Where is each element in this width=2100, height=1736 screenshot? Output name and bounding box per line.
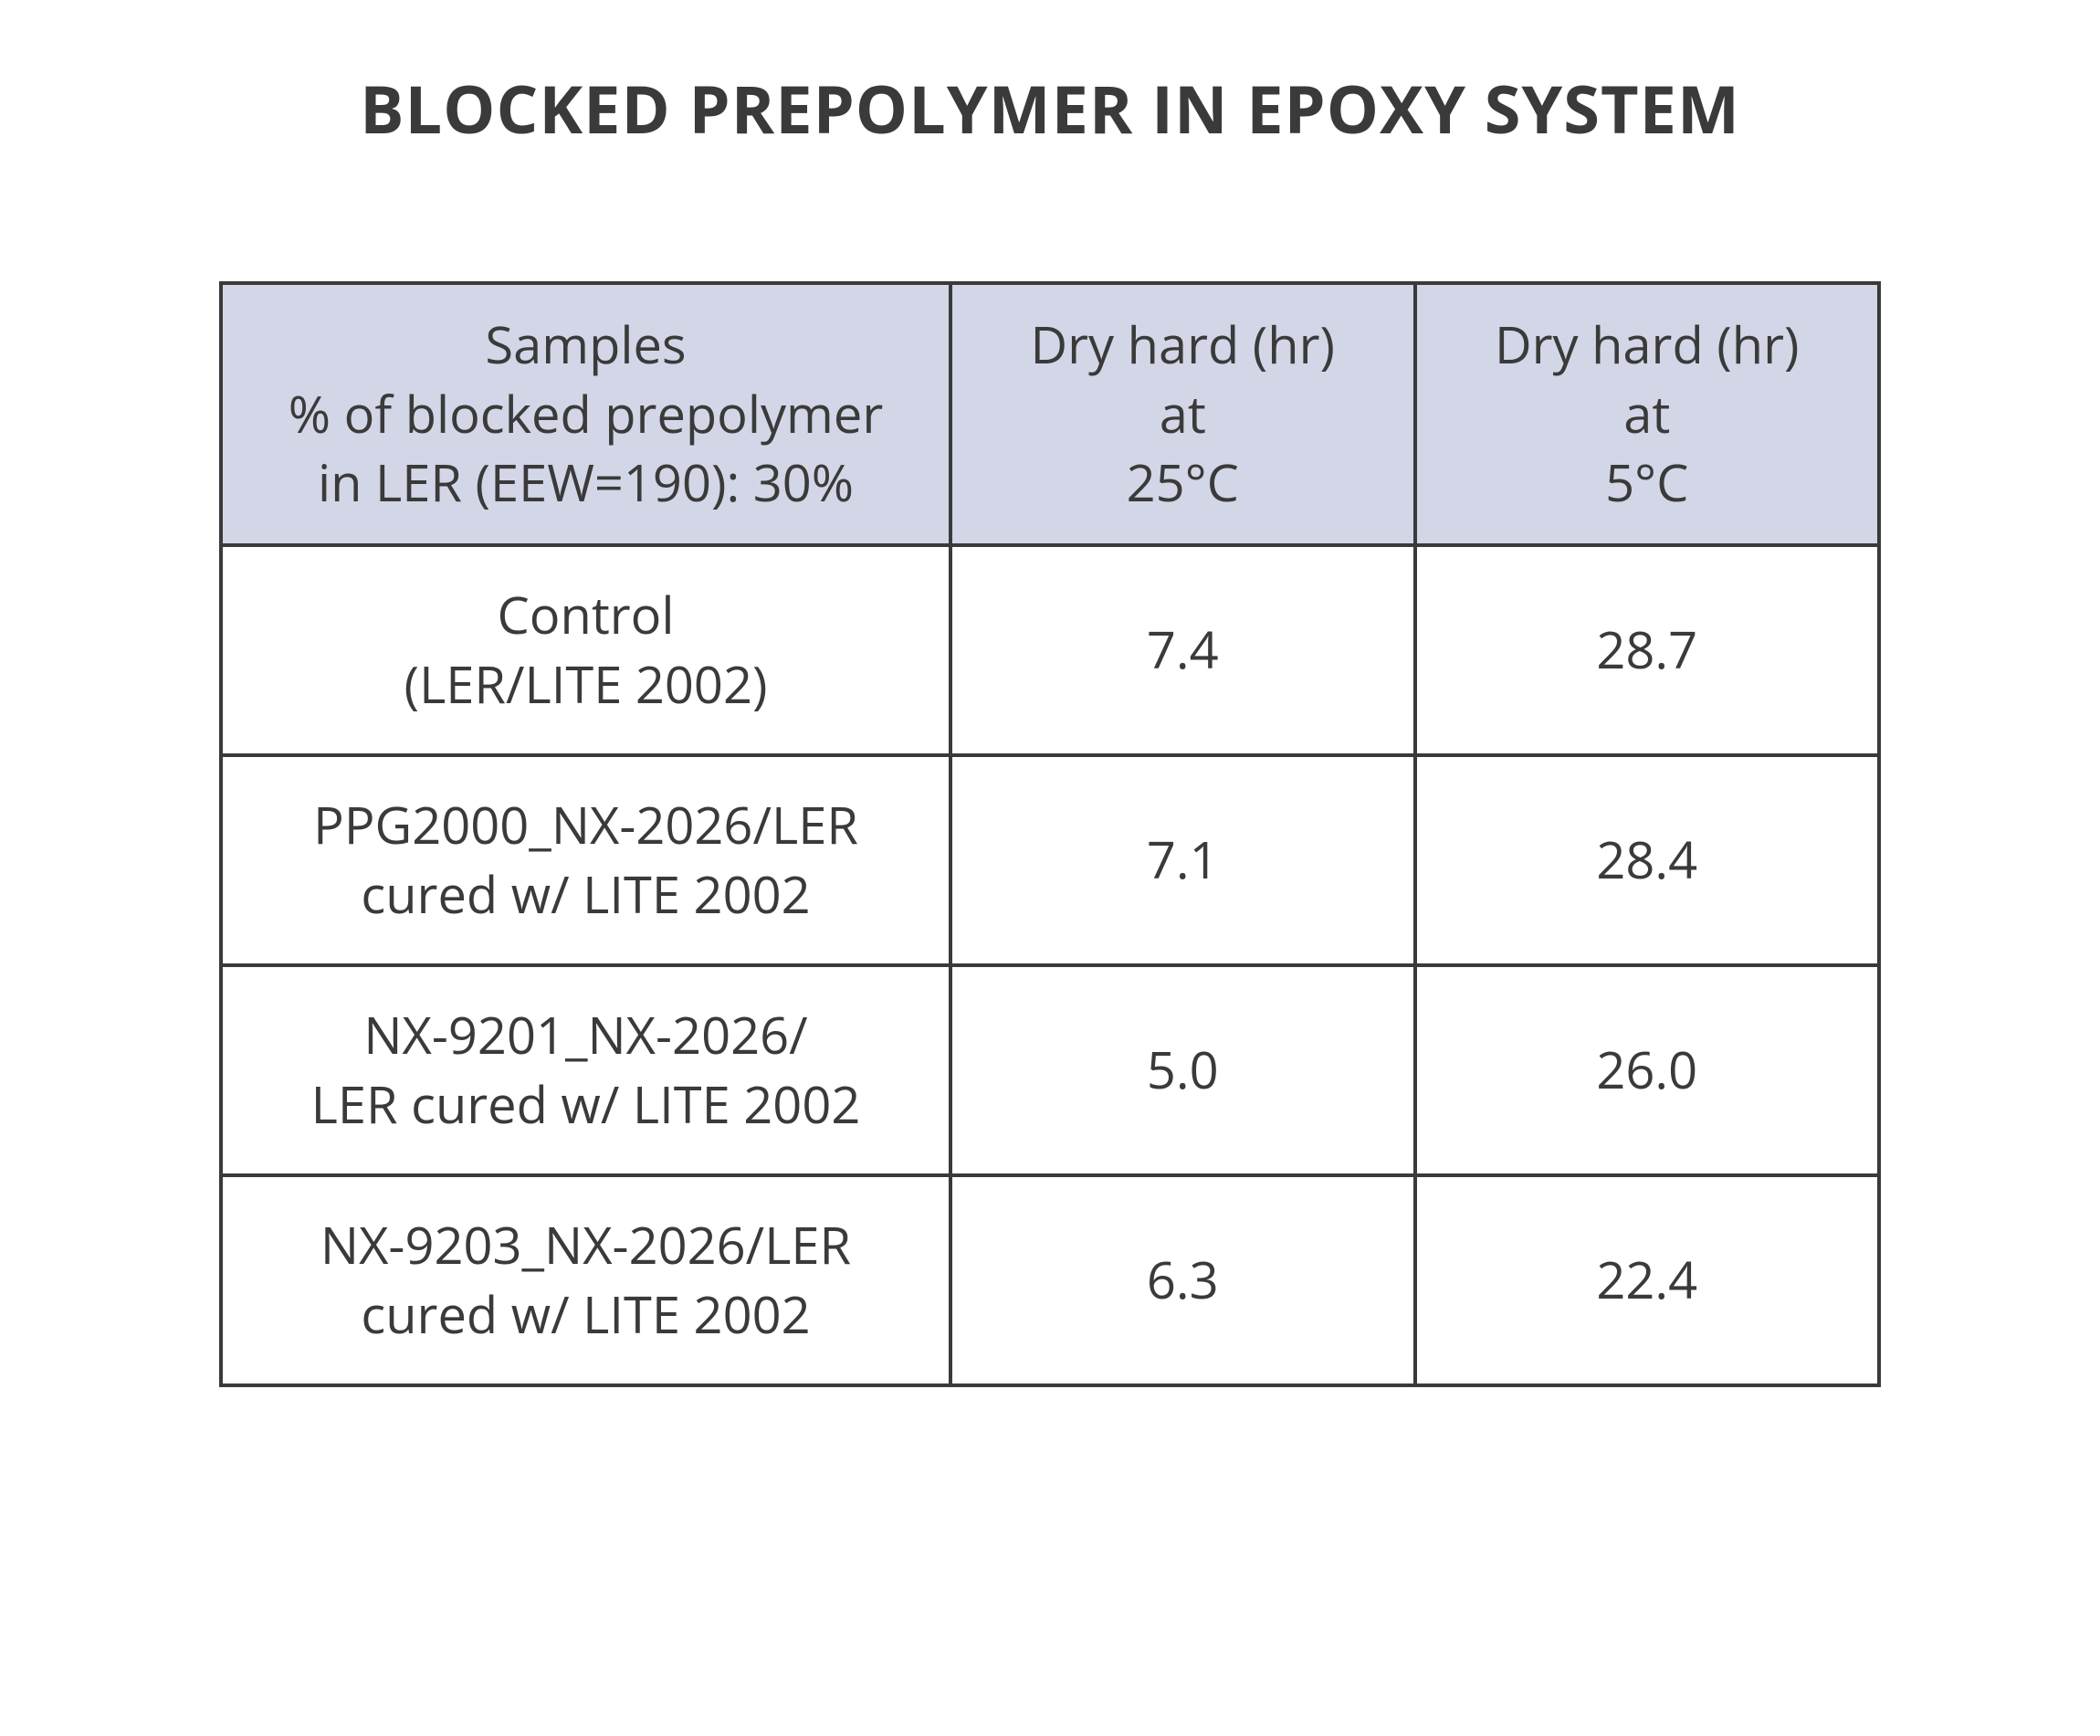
table-header-row: Samples % of blocked prepolymer in LER (… bbox=[221, 283, 1879, 545]
header-dry5-line2: at bbox=[1623, 379, 1670, 448]
header-dry25: Dry hard (hr) at 25°C bbox=[950, 283, 1414, 545]
sample-line2: cured w/ LITE 2002 bbox=[361, 859, 810, 929]
cell-val25: 6.3 bbox=[950, 1175, 1414, 1385]
header-samples-line2: % of blocked prepolymer bbox=[289, 379, 883, 448]
cell-val25: 7.1 bbox=[950, 755, 1414, 965]
sample-line2: (LER/LITE 2002) bbox=[404, 649, 768, 719]
header-dry25-line2: at bbox=[1160, 379, 1206, 448]
table-row: NX-9201_NX-2026/ LER cured w/ LITE 2002 … bbox=[221, 965, 1879, 1175]
cell-val5: 22.4 bbox=[1415, 1175, 1880, 1385]
table-row: NX-9203_NX-2026/LER cured w/ LITE 2002 6… bbox=[221, 1175, 1879, 1385]
cell-val5: 28.4 bbox=[1415, 755, 1880, 965]
sample-line1: NX-9201_NX-2026/ bbox=[363, 1000, 807, 1069]
header-dry25-line1: Dry hard (hr) bbox=[1030, 310, 1335, 379]
sample-line2: LER cured w/ LITE 2002 bbox=[311, 1069, 861, 1139]
data-table: Samples % of blocked prepolymer in LER (… bbox=[219, 281, 1881, 1387]
cell-sample: Control (LER/LITE 2002) bbox=[221, 545, 950, 755]
table-row: PPG2000_NX-2026/LER cured w/ LITE 2002 7… bbox=[221, 755, 1879, 965]
header-samples-line1: Samples bbox=[485, 310, 686, 379]
table-container: Samples % of blocked prepolymer in LER (… bbox=[164, 281, 1936, 1387]
header-dry25-line3: 25°C bbox=[1127, 447, 1239, 517]
sample-line1: NX-9203_NX-2026/LER bbox=[320, 1210, 851, 1279]
page-title: BLOCKED PREPOLYMER IN EPOXY SYSTEM bbox=[164, 64, 1936, 153]
header-samples: Samples % of blocked prepolymer in LER (… bbox=[221, 283, 950, 545]
cell-sample: NX-9203_NX-2026/LER cured w/ LITE 2002 bbox=[221, 1175, 950, 1385]
sample-line1: Control bbox=[498, 580, 675, 649]
cell-val5: 26.0 bbox=[1415, 965, 1880, 1175]
cell-val25: 7.4 bbox=[950, 545, 1414, 755]
table-row: Control (LER/LITE 2002) 7.4 28.7 bbox=[221, 545, 1879, 755]
header-dry5-line3: 5°C bbox=[1605, 447, 1688, 517]
header-samples-line3: in LER (EEW=190): 30% bbox=[318, 447, 854, 517]
cell-val5: 28.7 bbox=[1415, 545, 1880, 755]
header-dry5-line1: Dry hard (hr) bbox=[1495, 310, 1800, 379]
sample-line1: PPG2000_NX-2026/LER bbox=[313, 790, 858, 859]
header-dry5: Dry hard (hr) at 5°C bbox=[1415, 283, 1880, 545]
cell-val25: 5.0 bbox=[950, 965, 1414, 1175]
cell-sample: PPG2000_NX-2026/LER cured w/ LITE 2002 bbox=[221, 755, 950, 965]
sample-line2: cured w/ LITE 2002 bbox=[361, 1279, 810, 1349]
cell-sample: NX-9201_NX-2026/ LER cured w/ LITE 2002 bbox=[221, 965, 950, 1175]
